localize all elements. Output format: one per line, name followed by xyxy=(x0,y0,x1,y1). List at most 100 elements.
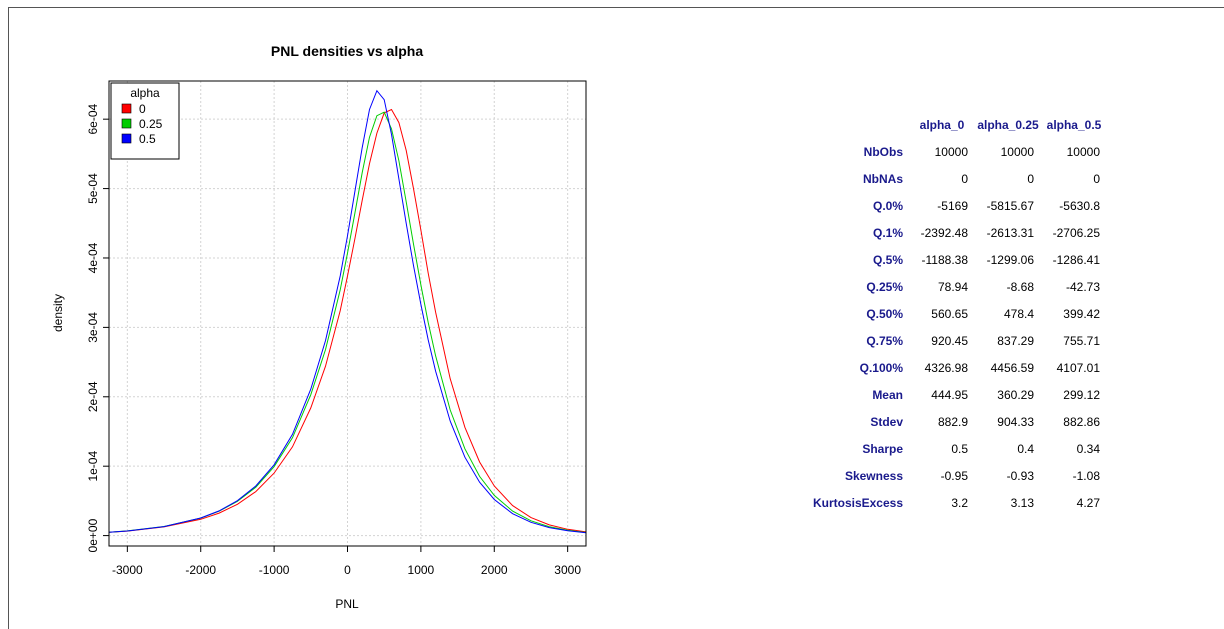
stats-cell: 0.34 xyxy=(1076,441,1100,456)
plot-frame xyxy=(8,7,1224,629)
stats-row: Q.1% -2392.48 -2613.31 -2706.25 xyxy=(720,219,1107,246)
stats-row-label: Q.0% xyxy=(872,198,903,213)
stats-cell: 299.12 xyxy=(1063,387,1100,402)
legend-swatch xyxy=(121,133,132,144)
stats-cell: -1299.06 xyxy=(986,252,1034,267)
stats-cell: 10000 xyxy=(1066,144,1100,159)
stats-row-label: Q.100% xyxy=(859,360,903,375)
chart-title: PNL densities vs alpha xyxy=(271,43,423,59)
stats-corner xyxy=(720,111,783,138)
y-tick-label: 0e+00 xyxy=(86,518,100,552)
stats-cell: 4456.59 xyxy=(990,360,1034,375)
stats-row: Stdev 882.9 904.33 882.86 xyxy=(720,408,1107,435)
stats-cell: 920.45 xyxy=(931,333,968,348)
stats-row: Q.100% 4326.98 4456.59 4107.01 xyxy=(720,354,1107,381)
stats-row-label: Q.50% xyxy=(866,306,903,321)
stats-cell: 755.71 xyxy=(1063,333,1100,348)
density-line-alpha-0.25 xyxy=(109,111,586,533)
legend: alpha 00.250.5 xyxy=(110,82,180,160)
stats-cell: -2392.48 xyxy=(920,225,968,240)
stats-row-label: Q.75% xyxy=(866,333,903,348)
stats-cell: 360.29 xyxy=(997,387,1034,402)
stats-header-row: alpha_0 alpha_0.25 alpha_0.5 xyxy=(720,111,1107,138)
stats-row: Q.0% -5169 -5815.67 -5630.8 xyxy=(720,192,1107,219)
stats-table: alpha_0 alpha_0.25 alpha_0.5 NbObs 10000 100… xyxy=(720,111,1107,516)
x-axis: -3000 -2000 -1000 0 1000 2000 3000 xyxy=(112,546,581,577)
stats-row-label: Stdev xyxy=(870,414,903,429)
x-axis-label: PNL xyxy=(335,597,359,611)
stats-row-label: Q.5% xyxy=(872,252,903,267)
stats-cell: 4107.01 xyxy=(1056,360,1100,375)
density-chart: PNL densities vs alpha PNL density -3000… xyxy=(51,43,587,611)
stats-cell: -0.95 xyxy=(940,468,968,483)
stats-row-label: NbObs xyxy=(863,144,903,159)
y-tick-label: 4e-04 xyxy=(86,242,100,273)
density-curves xyxy=(109,89,586,534)
grid-lines xyxy=(109,81,586,546)
stats-row-label: Q.25% xyxy=(866,279,903,294)
density-line-alpha-0 xyxy=(109,108,586,533)
stats-row: Q.50% 560.65 478.4 399.42 xyxy=(720,300,1107,327)
stats-row-label: Skewness xyxy=(844,468,903,483)
y-tick-label: 2e-04 xyxy=(86,381,100,412)
stats-cell: 0.4 xyxy=(1017,441,1034,456)
x-tick-label: 1000 xyxy=(408,563,435,577)
stats-cell: 399.42 xyxy=(1063,306,1100,321)
stats-row: Q.25% 78.94 -8.68 -42.73 xyxy=(720,273,1107,300)
y-tick-label: 1e-04 xyxy=(86,451,100,482)
stats-cell: -5815.67 xyxy=(986,198,1034,213)
stats-row-label: NbNAs xyxy=(862,171,903,186)
x-tick-label: -3000 xyxy=(112,563,143,577)
y-tick-label: 5e-04 xyxy=(86,173,100,204)
stats-row-label: Mean xyxy=(872,387,903,402)
stats-row-label: Q.1% xyxy=(872,225,903,240)
stats-cell: 837.29 xyxy=(997,333,1034,348)
stats-row: Skewness -0.95 -0.93 -1.08 xyxy=(720,462,1107,489)
legend-swatch xyxy=(121,118,132,129)
stats-cell: 3.13 xyxy=(1010,495,1034,510)
stats-cell: 0 xyxy=(1093,171,1100,186)
stats-cell: -2613.31 xyxy=(986,225,1034,240)
stats-cell: 882.86 xyxy=(1063,414,1100,429)
legend-entry: 0.25 xyxy=(139,117,163,131)
stats-row: NbObs 10000 10000 10000 xyxy=(720,138,1107,165)
stats-row-label: KurtosisExcess xyxy=(812,495,903,510)
x-tick-label: -1000 xyxy=(259,563,290,577)
stats-row-label: Sharpe xyxy=(862,441,903,456)
legend-entry: 0 xyxy=(139,102,146,116)
stats-cell: 4.27 xyxy=(1076,495,1100,510)
stats-column-header: alpha_0.5 xyxy=(1046,117,1102,132)
y-tick-label: 6e-04 xyxy=(86,104,100,135)
stats-cell: 560.65 xyxy=(931,306,968,321)
stats-cell: 444.95 xyxy=(931,387,968,402)
x-tick-label: 0 xyxy=(344,563,351,577)
stats-cell: -42.73 xyxy=(1065,279,1100,294)
stats-column-header: alpha_0 xyxy=(919,117,965,132)
stats-column-header: alpha_0.25 xyxy=(977,117,1039,132)
y-axis-label: density xyxy=(51,294,65,332)
stats-cell: 0 xyxy=(1027,171,1034,186)
stats-cell: 10000 xyxy=(1000,144,1034,159)
y-axis: 0e+00 1e-04 2e-04 3e-04 4e-04 5e-04 6e-04 xyxy=(86,104,109,552)
x-tick-label: -2000 xyxy=(185,563,216,577)
stats-row: Q.5% -1188.38 -1299.06 -1286.41 xyxy=(720,246,1107,273)
y-tick-label: 3e-04 xyxy=(86,312,100,343)
stats-cell: -8.68 xyxy=(1006,279,1034,294)
stats-cell: -0.93 xyxy=(1006,468,1034,483)
stats-cell: 904.33 xyxy=(997,414,1034,429)
stats-cell: 478.4 xyxy=(1003,306,1034,321)
stats-row: NbNAs 0 0 0 xyxy=(720,165,1107,192)
stats-cell: -1.08 xyxy=(1072,468,1100,483)
stats-cell: 0.5 xyxy=(951,441,968,456)
stats-cell: 4326.98 xyxy=(924,360,968,375)
stats-cell: -5630.8 xyxy=(1059,198,1100,213)
stats-row: Mean 444.95 360.29 299.12 xyxy=(720,381,1107,408)
x-tick-label: 3000 xyxy=(554,563,581,577)
x-tick-label: 2000 xyxy=(481,563,508,577)
stats-cell: 3.2 xyxy=(951,495,968,510)
stats-row: Sharpe 0.5 0.4 0.34 xyxy=(720,435,1107,462)
stats-cell: 882.9 xyxy=(937,414,968,429)
legend-title: alpha xyxy=(130,86,160,100)
stats-cell: 0 xyxy=(961,171,968,186)
stats-cell: -1188.38 xyxy=(921,252,968,267)
